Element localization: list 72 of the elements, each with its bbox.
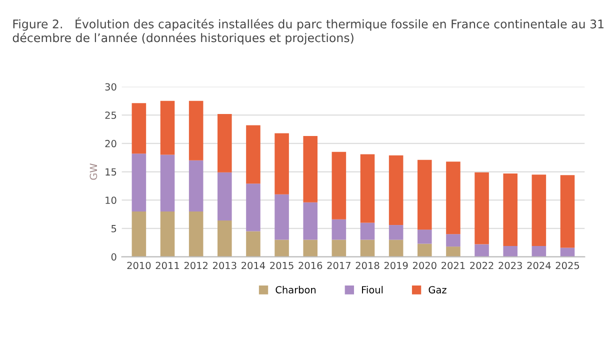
bar: [560, 248, 575, 257]
bar: [218, 172, 232, 221]
legend-label: Charbon: [276, 286, 316, 294]
y-axis-title: GW: [90, 164, 98, 180]
bar: [560, 175, 575, 248]
bar: [446, 162, 460, 234]
y-tick-label: 20: [105, 140, 116, 148]
x-tick-label: 2020: [412, 262, 436, 270]
bar: [332, 240, 346, 257]
x-tick-label: 2010: [127, 262, 151, 270]
x-tick-label: 2012: [184, 262, 208, 270]
y-tick-label: 30: [105, 83, 116, 91]
bar: [160, 154, 175, 212]
y-tick-label: 0: [111, 253, 116, 261]
bar: [246, 184, 260, 232]
y-tick-label: 15: [106, 168, 116, 176]
bar: [446, 234, 460, 247]
bar: [532, 246, 546, 257]
x-tick-label: 2023: [498, 262, 522, 270]
bar: [474, 244, 489, 257]
bar: [418, 230, 432, 244]
bar: [274, 194, 289, 240]
y-tick-label: 10: [106, 196, 116, 204]
bar: [332, 219, 346, 240]
x-tick-label: 2025: [556, 262, 580, 270]
bar: [246, 125, 260, 184]
x-tick-label: 2019: [384, 262, 408, 270]
x-tick-label: 2011: [156, 262, 179, 270]
bar: [388, 155, 404, 226]
bar: [388, 225, 404, 240]
bar: [388, 240, 404, 257]
bar: [532, 174, 546, 246]
bar: [418, 160, 432, 230]
x-tick-label: 2015: [270, 262, 294, 270]
bar: [274, 133, 289, 194]
legend-label: Gaz: [428, 286, 446, 294]
bar: [132, 103, 146, 154]
bar: [218, 114, 232, 172]
bar: [160, 100, 175, 155]
bar: [474, 172, 489, 244]
bar: [360, 154, 375, 223]
x-tick-label: 2018: [356, 262, 380, 270]
y-tick-label: 25: [105, 112, 116, 119]
bar: [303, 202, 318, 240]
bar: [188, 211, 204, 257]
x-tick-label: 2021: [442, 262, 465, 270]
x-tick-label: 2016: [298, 262, 322, 270]
bar: [360, 240, 375, 257]
bar: [132, 211, 146, 257]
bar: [246, 231, 260, 257]
chart-title: Figure 2. Évolution des capacités installées du parc thermique fossile en France continentale au 31 décembre de l’année (données historiques et projections): [12, 17, 604, 45]
bar: [188, 100, 204, 160]
x-tick-label: 2017: [327, 262, 350, 270]
x-tick-label: 2013: [212, 262, 236, 270]
x-tick-label: 2024: [527, 262, 551, 270]
bar: [503, 246, 518, 257]
bar: [160, 211, 175, 257]
bar: [503, 173, 518, 246]
bar: [274, 240, 289, 257]
bar: [332, 152, 346, 220]
y-tick-label: 5: [112, 225, 116, 232]
bar: [132, 154, 146, 212]
bar: [418, 244, 432, 257]
bar: [446, 246, 460, 257]
x-tick-label: 2014: [242, 262, 266, 270]
bar: [188, 160, 204, 212]
x-tick-label: 2022: [470, 262, 494, 270]
bar: [303, 240, 318, 257]
bar: [218, 220, 232, 257]
legend-label: Fioul: [362, 286, 383, 294]
bar: [303, 136, 318, 202]
bar: [360, 222, 375, 240]
